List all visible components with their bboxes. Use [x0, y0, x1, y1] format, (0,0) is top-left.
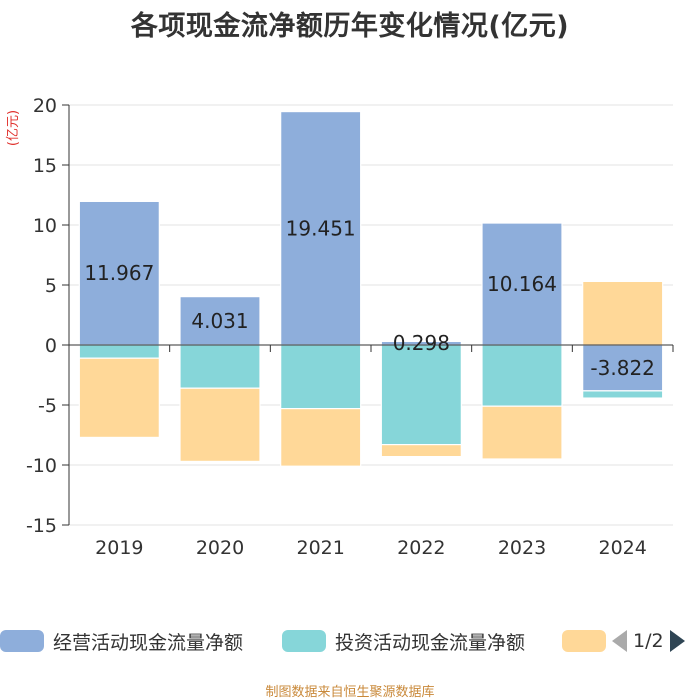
- legend-swatch-operating: [0, 630, 44, 652]
- legend-swatch-financing: [562, 630, 606, 652]
- data-label: 10.164: [487, 272, 557, 296]
- legend-item-operating[interactable]: 经营活动现金流量净额: [0, 626, 243, 656]
- bar-1-2020: [179, 344, 261, 389]
- legend-item-financing[interactable]: [562, 626, 615, 656]
- bar-1-2019: [78, 344, 160, 359]
- data-label: -3.822: [590, 356, 654, 380]
- legend-label-investing: 投资活动现金流量净额: [335, 631, 526, 654]
- legend-swatch-investing: [282, 630, 326, 652]
- legend: 经营活动现金流量净额 投资活动现金流量净额 1/2: [0, 626, 700, 656]
- bar-2-2020: [179, 387, 261, 463]
- data-label: 11.967: [84, 261, 154, 285]
- x-tick-label: 2019: [95, 537, 143, 559]
- bar-2-2022: [380, 444, 462, 458]
- legend-pager: 1/2: [612, 626, 685, 656]
- data-label: 19.451: [286, 216, 356, 240]
- bar-2-2023: [481, 405, 563, 460]
- x-tick-label: 2023: [498, 537, 546, 559]
- bar-0-2021: [280, 110, 362, 346]
- data-label: 4.031: [191, 309, 248, 333]
- bar-chart: 20 15 10 5 0 -5 -10 -15 (亿元) 11.967 4.031 19.451 0.2…: [6, 95, 674, 559]
- y-tick-label: 20: [33, 95, 57, 117]
- x-tick-label: 2020: [196, 537, 244, 559]
- pager-prev-icon[interactable]: [612, 630, 627, 652]
- legend-item-investing[interactable]: 投资活动现金流量净额: [282, 626, 525, 656]
- bar-1-2022: [380, 344, 462, 446]
- bar-2-2021: [280, 408, 362, 467]
- bar-1-2021: [280, 344, 362, 410]
- y-tick-label: -5: [38, 395, 57, 417]
- data-label: 0.298: [393, 331, 450, 355]
- legend-label-operating: 经营活动现金流量净额: [53, 631, 244, 654]
- x-tick-label: 2021: [296, 537, 344, 559]
- y-tick-label: 5: [45, 275, 57, 297]
- bar-1-2024: [582, 390, 664, 399]
- y-unit-label: (亿元): [6, 110, 21, 146]
- bar-0-2019: [78, 200, 160, 346]
- source-note: 制图数据来自恒生聚源数据库: [265, 685, 435, 700]
- y-tick-label: 0: [45, 335, 57, 357]
- bar-1-2023: [481, 344, 563, 407]
- y-tick-label: -15: [26, 515, 57, 537]
- x-tick-label: 2024: [598, 537, 646, 559]
- bar-2-2024: [582, 280, 664, 346]
- bar-2-2019: [78, 357, 160, 439]
- y-tick-label: 10: [33, 215, 57, 237]
- pager-next-icon[interactable]: [669, 630, 685, 652]
- bar-0-2020: [179, 296, 261, 346]
- chart-title: 各项现金流净额历年变化情况(亿元): [130, 11, 570, 42]
- x-tick-label: 2022: [397, 537, 445, 559]
- y-tick-label: 15: [33, 155, 57, 177]
- y-tick-label: -10: [26, 455, 57, 477]
- bar-0-2024: [582, 344, 664, 392]
- pager-text: 1/2: [633, 630, 664, 652]
